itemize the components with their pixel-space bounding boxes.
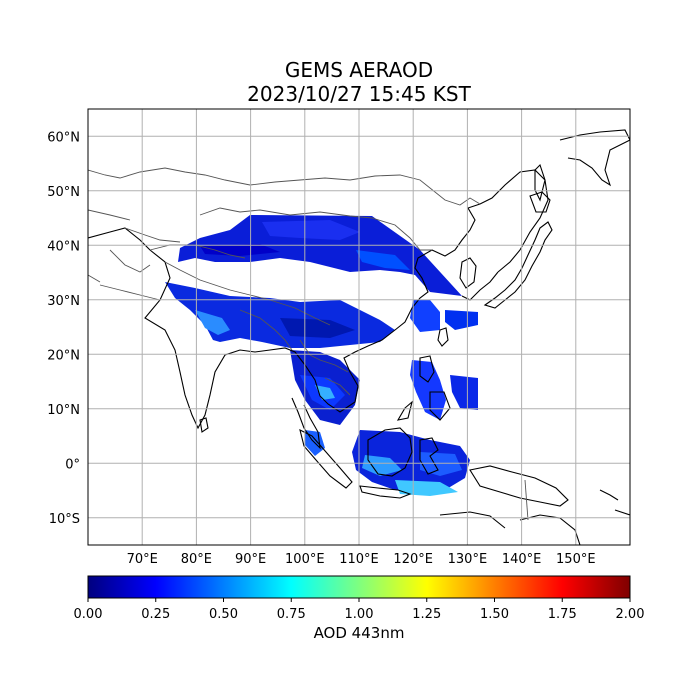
colorbar-tick-label: 0.25 [141,607,170,622]
lon-label: 90°E [235,552,266,567]
lat-label: 60°N [47,130,80,145]
lon-label: 120°E [393,552,433,567]
map-title: GEMS AERAOD [284,58,434,82]
longitude-labels: 70°E 80°E 90°E 100°E 110°E 120°E 130°E 140°E 150… [127,552,596,567]
colorbar-ticks: 0.00 0.25 0.50 0.75 1.00 1.25 1.50 1.75 2.00 [74,598,645,622]
lat-label: 10°S [49,512,80,527]
lon-label: 140°E [502,552,542,567]
plot-frame [87,108,631,546]
gridlines [88,109,630,545]
colorbar-tick-label: 0.50 [209,607,238,622]
lat-label: 10°N [47,403,80,418]
latitude-labels: 10°S 0° 10°N 20°N 30°N 40°N 50°N 60°N [47,130,80,527]
lat-label: 40°N [47,239,80,254]
lon-label: 80°E [181,552,212,567]
lon-label: 70°E [127,552,158,567]
lat-label: 50°N [47,185,80,200]
colorbar-tick-label: 1.00 [345,607,374,622]
lat-label: 30°N [47,294,80,309]
lat-label: 20°N [47,348,80,363]
aod-data-layer [165,215,478,496]
colorbar-tick-label: 1.25 [412,607,441,622]
colorbar-tick-label: 0.00 [74,607,103,622]
colorbar [87,575,631,599]
colorbar-tick-label: 0.75 [277,607,306,622]
lon-label: 150°E [556,552,596,567]
colorbar-tick-label: 1.50 [480,607,509,622]
lon-label: 110°E [339,552,379,567]
colorbar-label: AOD 443nm [313,624,405,642]
lon-label: 130°E [448,552,488,567]
lon-label: 100°E [285,552,325,567]
colorbar-tick-label: 2.00 [616,607,645,622]
map-subtitle-timestamp: 2023/10/27 15:45 KST [247,82,471,106]
colorbar-tick-label: 1.75 [548,607,577,622]
lat-label: 0° [65,457,80,472]
